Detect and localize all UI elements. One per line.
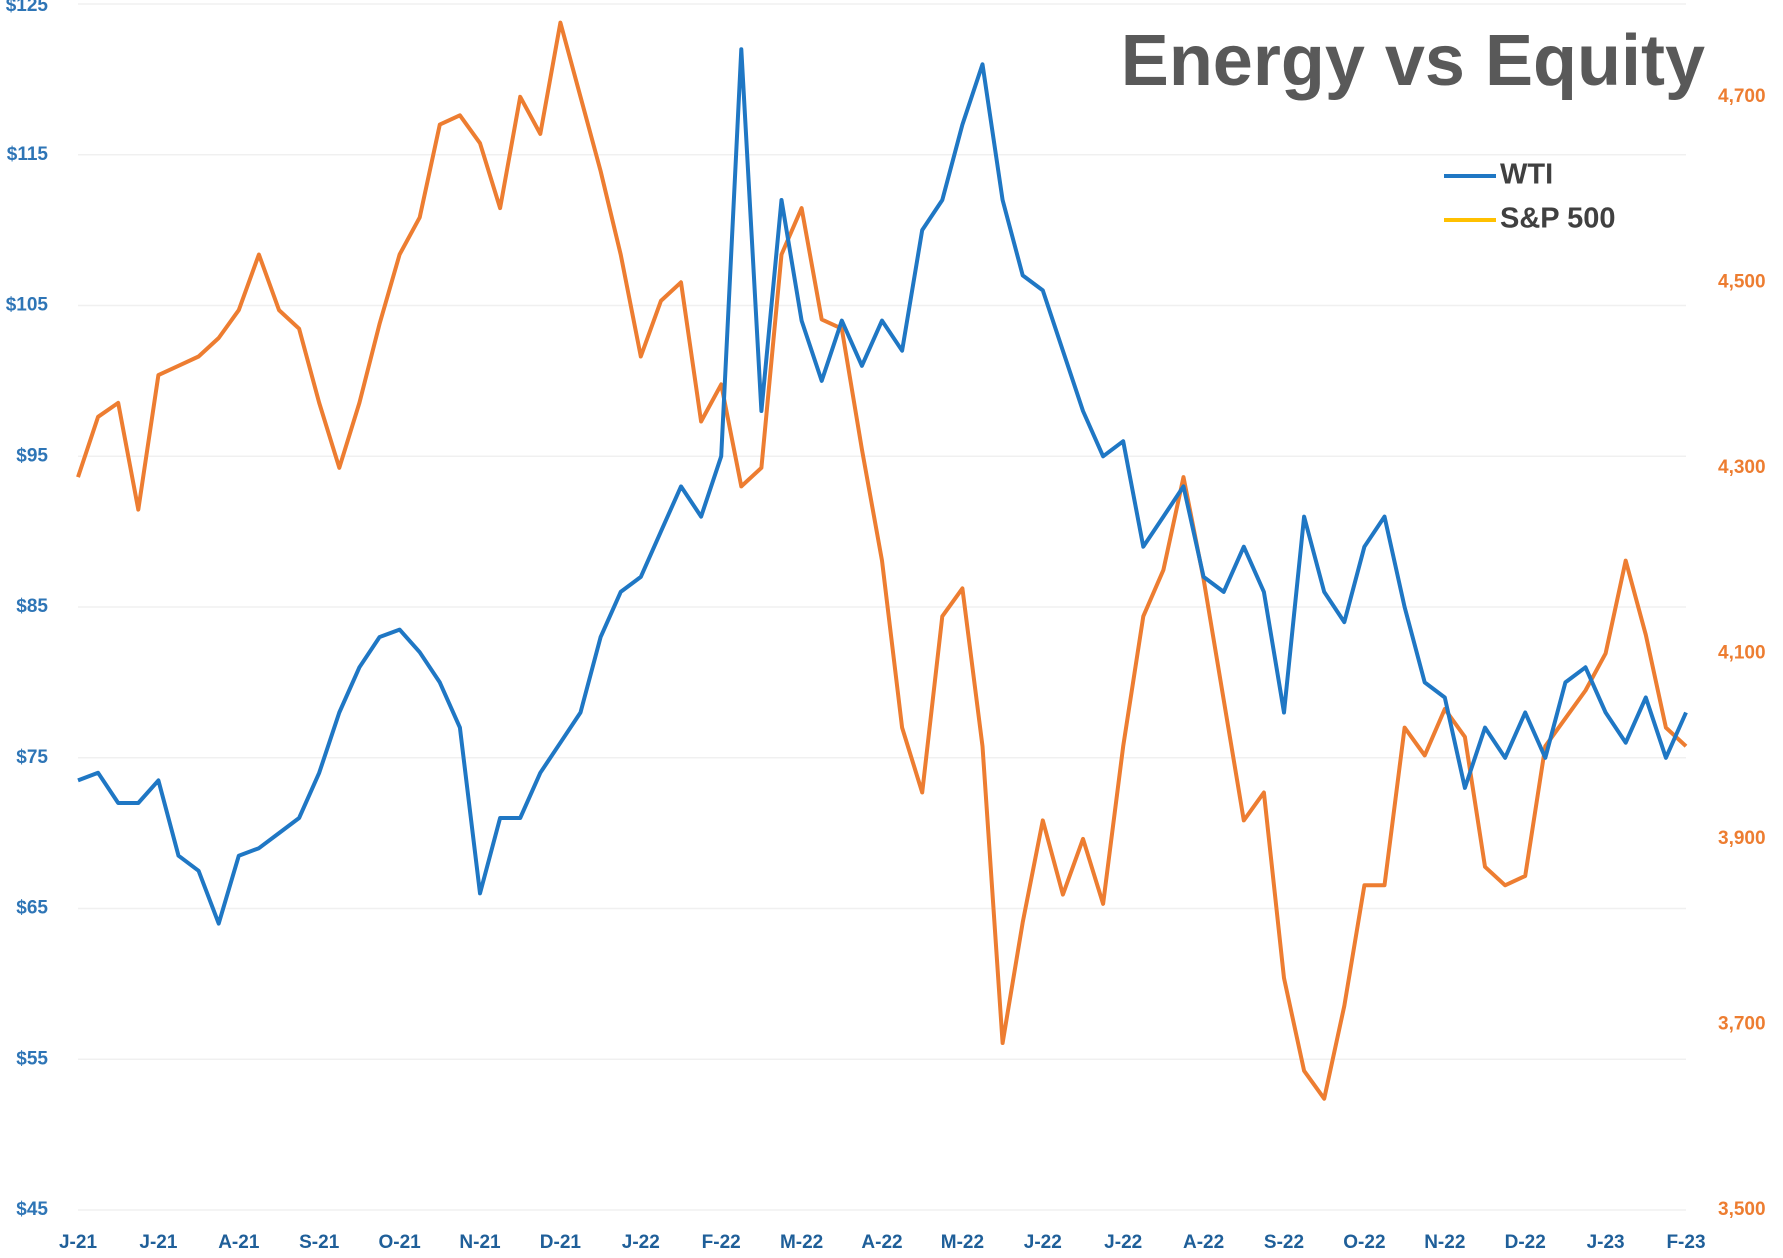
y-tick-label: $125 [6, 0, 49, 16]
x-tick-label: J-22 [1104, 1232, 1142, 1253]
x-tick-label: J-22 [622, 1232, 660, 1253]
x-tick-label: D-21 [540, 1232, 582, 1253]
legend-label: S&P 500 [1500, 203, 1616, 235]
y-tick-label: $115 [7, 144, 49, 165]
x-tick-label: A-21 [218, 1232, 260, 1253]
x-tick-label: S-21 [299, 1232, 340, 1253]
x-tick-label: J-21 [139, 1232, 177, 1253]
x-tick-label: D-22 [1505, 1232, 1546, 1253]
x-tick-label: N-22 [1424, 1232, 1465, 1253]
x-tick-label: M-22 [780, 1232, 823, 1253]
x-tick-label: S-22 [1264, 1232, 1304, 1253]
y2-tick-label: 4,300 [1718, 457, 1766, 478]
x-tick-label: N-21 [459, 1232, 501, 1253]
y2-tick-label: 3,500 [1718, 1199, 1766, 1220]
y2-tick-label: 3,700 [1718, 1013, 1766, 1034]
x-tick-label: J-21 [59, 1232, 97, 1253]
x-tick-label: J-23 [1587, 1232, 1625, 1253]
x-tick-label: J-22 [1024, 1232, 1062, 1253]
y-tick-label: $105 [6, 295, 49, 316]
x-tick-label: A-22 [861, 1232, 902, 1253]
x-tick-label: O-22 [1343, 1232, 1385, 1253]
series-line [76, 20, 1688, 1101]
series-line [77, 47, 1688, 926]
y2-tick-label: 4,100 [1718, 642, 1766, 663]
x-tick-label: M-22 [941, 1232, 984, 1253]
y-tick-label: $75 [16, 747, 48, 768]
x-tick-label: F-23 [1666, 1232, 1705, 1253]
y-tick-label: $65 [16, 898, 48, 919]
x-tick-label: F-22 [702, 1232, 741, 1253]
y-tick-label: $45 [16, 1199, 48, 1220]
y2-tick-label: 4,700 [1718, 86, 1766, 107]
y-tick-label: $55 [16, 1048, 48, 1069]
legend-label: WTI [1500, 159, 1553, 191]
chart-title: Energy vs Equity [1121, 21, 1705, 101]
y2-tick-label: 4,500 [1718, 271, 1766, 292]
y-tick-label: $85 [16, 596, 48, 617]
y2-tick-label: 3,900 [1718, 828, 1766, 849]
y-tick-label: $95 [16, 445, 48, 466]
x-tick-label: A-22 [1183, 1232, 1224, 1253]
x-tick-label: O-21 [378, 1232, 421, 1253]
